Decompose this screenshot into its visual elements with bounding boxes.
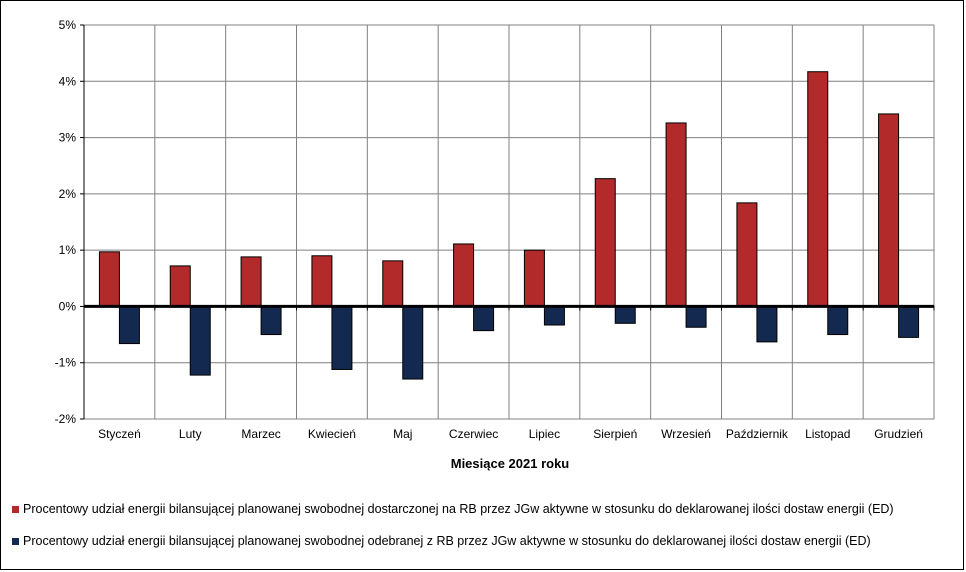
x-tick-label: Sierpień [593,427,637,441]
bar-received [898,305,920,338]
bar-received [331,305,353,370]
bar-received [260,305,282,336]
bar-received [118,305,140,345]
y-tick-label: 1% [59,243,77,257]
x-tick-label: Październik [726,427,789,441]
x-tick-label: Wrzesień [661,427,711,441]
bar-delivered [240,256,262,307]
legend-label-delivered: Procentowy udział energii bilansującej p… [23,502,894,516]
bar-delivered [311,255,333,307]
x-tick-label: Listopad [805,427,850,441]
bar-received [189,305,211,376]
x-tick-label: Maj [393,427,412,441]
x-axis-title: Miesiące 2021 roku [451,456,570,471]
x-tick-label: Styczeń [98,427,141,441]
legend-swatch-delivered [12,505,19,513]
y-tick-label: 2% [59,187,77,201]
bar-received [473,305,495,332]
grid-lines [83,24,935,420]
bar-received [543,305,565,326]
bar-delivered [453,243,475,307]
y-tick-label: 0% [59,299,77,313]
bar-delivered [736,202,758,307]
y-tick-label: 3% [59,131,77,145]
bar-received [756,305,778,343]
bar-delivered [807,71,829,307]
bars [98,71,920,380]
bar-delivered [878,113,900,307]
bar-received [827,305,849,336]
bar-received [402,305,424,380]
y-tick-label: 4% [59,74,77,88]
bar-delivered [382,260,404,307]
x-tick-label: Marzec [241,427,280,441]
y-tick-label: -1% [55,356,77,370]
x-tick-label: Luty [179,427,202,441]
x-tick-label: Czerwiec [449,427,498,441]
legend-item-delivered: Procentowy udział energii bilansującej p… [12,502,894,516]
bar-delivered [665,122,687,307]
bar-delivered [594,178,616,307]
axes [80,24,935,420]
bar-received [614,305,636,324]
bar-received [685,305,707,328]
bar-delivered [169,265,191,307]
x-tick-label: Kwiecień [308,427,356,441]
legend-item-received: Procentowy udział energii bilansującej p… [12,534,871,548]
bar-delivered [98,251,120,307]
x-tick-label: Grudzień [874,427,923,441]
bar-delivered [523,249,545,307]
y-tick-label: -2% [55,412,77,426]
x-tick-label: Lipiec [529,427,560,441]
x-tick-labels: Styczeń Luty Marzec Kwiecień Maj Czerwiec Lipi… [98,427,923,441]
y-tick-label: 5% [59,18,77,32]
legend-label-received: Procentowy udział energii bilansującej p… [23,534,871,548]
y-tick-labels: 5% 4% 3% 2% 1% 0% -1% -2% [55,18,77,426]
legend-swatch-received [12,537,19,545]
